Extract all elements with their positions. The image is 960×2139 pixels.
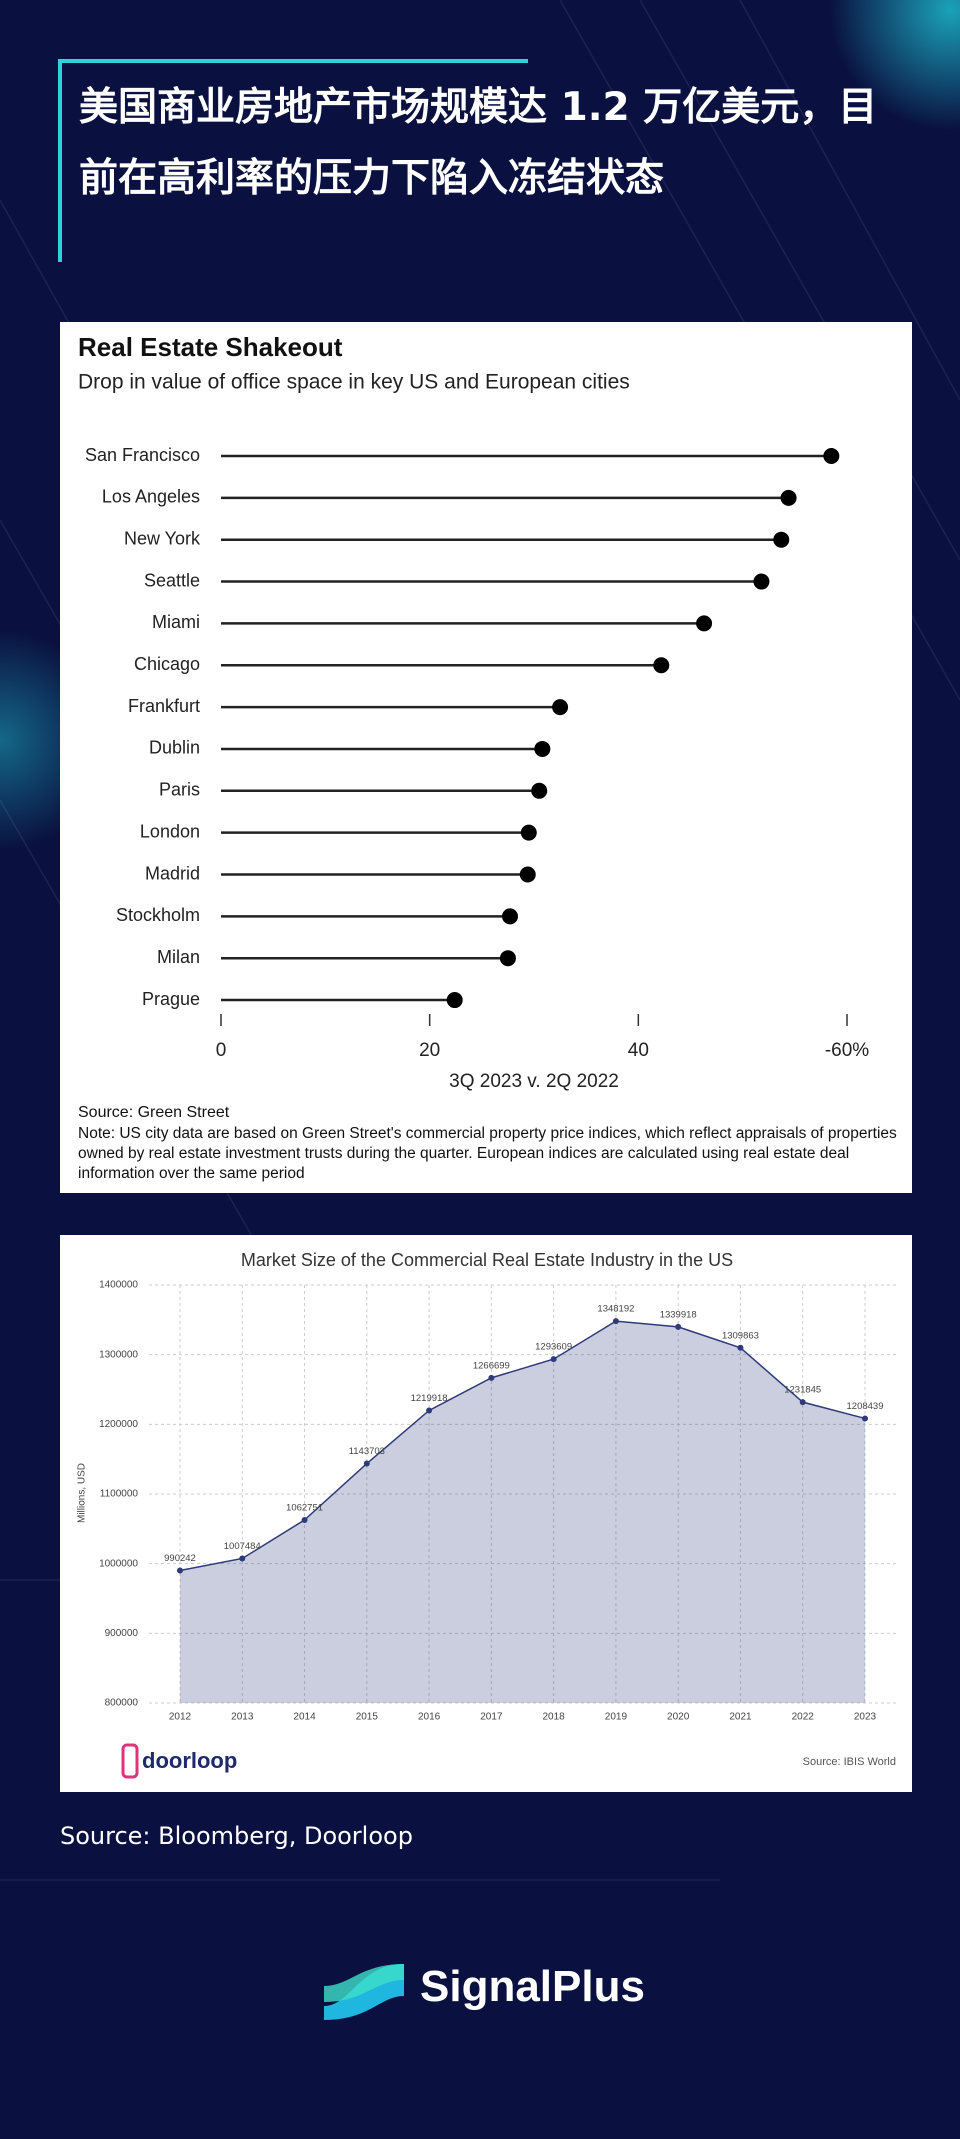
x-tick-label: 2013: [231, 1712, 254, 1723]
lollipop-dot: [823, 448, 840, 464]
point: [488, 1374, 495, 1381]
point: [862, 1415, 868, 1422]
data-label: 1062751: [286, 1502, 323, 1513]
category-label: Seattle: [144, 570, 200, 590]
data-label: 1348192: [597, 1304, 634, 1315]
category-label: Dublin: [149, 738, 200, 758]
lollipop-dot: [520, 824, 537, 841]
point: [612, 1318, 619, 1325]
x-tick-label: 2021: [729, 1712, 752, 1723]
y-tick-label: 900000: [105, 1628, 139, 1639]
data-label: 1007484: [224, 1541, 261, 1552]
data-label: 1293609: [535, 1342, 572, 1353]
x-tick-label: 2017: [480, 1712, 503, 1723]
page-source: Source: Bloomberg, Doorloop: [60, 1822, 413, 1850]
data-label: 1143703: [349, 1446, 385, 1457]
category-label: Chicago: [134, 654, 200, 674]
y-tick-label: 1300000: [99, 1349, 138, 1360]
brand-icon: [324, 1964, 404, 2020]
chart-note: Note: US city data are based on Green St…: [78, 1125, 897, 1182]
category-label: Madrid: [145, 863, 200, 883]
x-tick-label: 2012: [169, 1712, 192, 1723]
category-label: San Francisco: [85, 445, 200, 465]
data-label: 1219918: [411, 1393, 448, 1404]
lollipop-dot: [502, 908, 519, 925]
category-label: Milan: [157, 947, 200, 967]
chart-subtitle: Drop in value of office space in key US …: [78, 371, 630, 394]
area: [180, 1321, 865, 1703]
lollipop-chart: Real Estate Shakeout Drop in value of of…: [78, 332, 869, 1092]
x-tick-label: 2014: [293, 1712, 316, 1723]
chart-source: Source: IBIS World: [803, 1756, 896, 1768]
x-tick-label: -60%: [825, 1040, 869, 1061]
lollipop-dot: [653, 657, 670, 674]
y-tick-label: 1100000: [100, 1489, 139, 1500]
lollipop-dot: [753, 573, 770, 590]
y-tick-label: 800000: [105, 1698, 139, 1709]
y-tick-label: 1200000: [99, 1419, 138, 1430]
data-label: 1266699: [473, 1360, 510, 1371]
category-label: Los Angeles: [102, 487, 200, 507]
x-tick-label: 2015: [356, 1712, 379, 1723]
x-tick-label: 20: [419, 1040, 440, 1061]
x-tick-label: 2016: [418, 1712, 441, 1723]
point: [799, 1399, 806, 1406]
lollipop-dot: [446, 992, 463, 1009]
category-label: London: [140, 821, 200, 841]
x-tick-label: 0: [216, 1040, 227, 1061]
chart-card: Market Size of the Commercial Real Estat…: [60, 1235, 912, 1792]
page-title: 美国商业房地产市场规模达 1.2 万亿美元，目前在高利率的压力下陷入冻结状态: [79, 85, 878, 201]
lollipop-dot: [780, 489, 797, 506]
chart-card: Real Estate Shakeout Drop in value of of…: [60, 322, 912, 1193]
lollipop-dot: [773, 531, 790, 548]
y-tick-label: 1400000: [99, 1280, 138, 1291]
x-tick-label: 2022: [792, 1712, 815, 1723]
chart-title: Real Estate Shakeout: [78, 332, 343, 362]
lollipop-dot: [552, 699, 569, 716]
lollipop-dot: [696, 615, 713, 632]
logo-icon: [121, 1743, 139, 1779]
x-tick-label: 2018: [543, 1712, 566, 1723]
category-label: Paris: [159, 780, 200, 800]
y-tick-label: 1000000: [99, 1558, 138, 1569]
lollipop-dot: [499, 950, 516, 967]
data-label: 1208439: [847, 1401, 884, 1412]
chart-source: Source: Green Street: [78, 1104, 230, 1121]
point: [363, 1460, 370, 1467]
data-label: 1339918: [660, 1309, 697, 1320]
chart-title: Market Size of the Commercial Real Estat…: [241, 1250, 733, 1270]
point: [301, 1516, 308, 1523]
point: [426, 1407, 433, 1414]
lollipop-dot: [534, 740, 551, 757]
point: [550, 1356, 557, 1363]
category-label: Frankfurt: [128, 696, 200, 716]
category-label: New York: [124, 528, 201, 548]
data-label: 1309863: [722, 1330, 759, 1341]
logo: doorloop: [142, 1748, 237, 1773]
lollipop-dot: [519, 866, 536, 883]
x-tick-label: 40: [628, 1040, 649, 1061]
data-label: 1231845: [784, 1385, 821, 1396]
category-label: Prague: [142, 989, 200, 1009]
brand-name: SignalPlus: [420, 1962, 645, 2011]
line: [179, 1320, 866, 1572]
category-label: Stockholm: [116, 905, 200, 925]
data-label: 990242: [164, 1553, 196, 1564]
point: [737, 1344, 744, 1351]
x-axis-label: 3Q 2023 v. 2Q 2022: [449, 1071, 619, 1092]
point: [177, 1567, 183, 1574]
point: [675, 1323, 682, 1330]
area-chart: Market Size of the Commercial Real Estat…: [77, 1250, 896, 1779]
x-tick-label: 2020: [667, 1712, 690, 1723]
x-tick-label: 2023: [854, 1712, 877, 1723]
category-label: Miami: [152, 612, 200, 632]
y-axis-label: Millions, USD: [77, 1463, 88, 1523]
point: [239, 1555, 246, 1562]
lollipop-dot: [531, 782, 548, 799]
x-tick-label: 2019: [605, 1712, 628, 1723]
